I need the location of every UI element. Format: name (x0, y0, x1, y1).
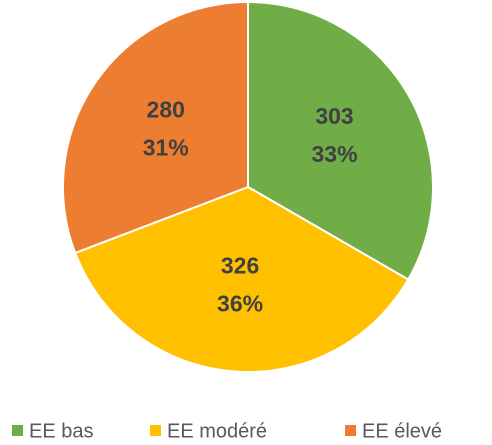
pie-slice (62, 0, 249, 255)
slice-percent-label: 36% (217, 291, 263, 317)
pie-slice (73, 185, 410, 373)
slice-value-label: 303 (315, 103, 353, 129)
slice-value-label: 326 (221, 253, 259, 279)
slice-value-label: 280 (147, 96, 185, 122)
legend-label: EE bas (29, 420, 93, 442)
slice-percent-label: 33% (311, 141, 357, 167)
legend-label: EE élevé (362, 420, 442, 442)
legend-label: EE modéré (167, 420, 267, 442)
legend-swatch (150, 425, 161, 436)
legend-swatch (12, 425, 23, 436)
legend-swatch (345, 425, 356, 436)
slice-percent-label: 31% (143, 134, 189, 160)
pie-slice (247, 0, 434, 281)
